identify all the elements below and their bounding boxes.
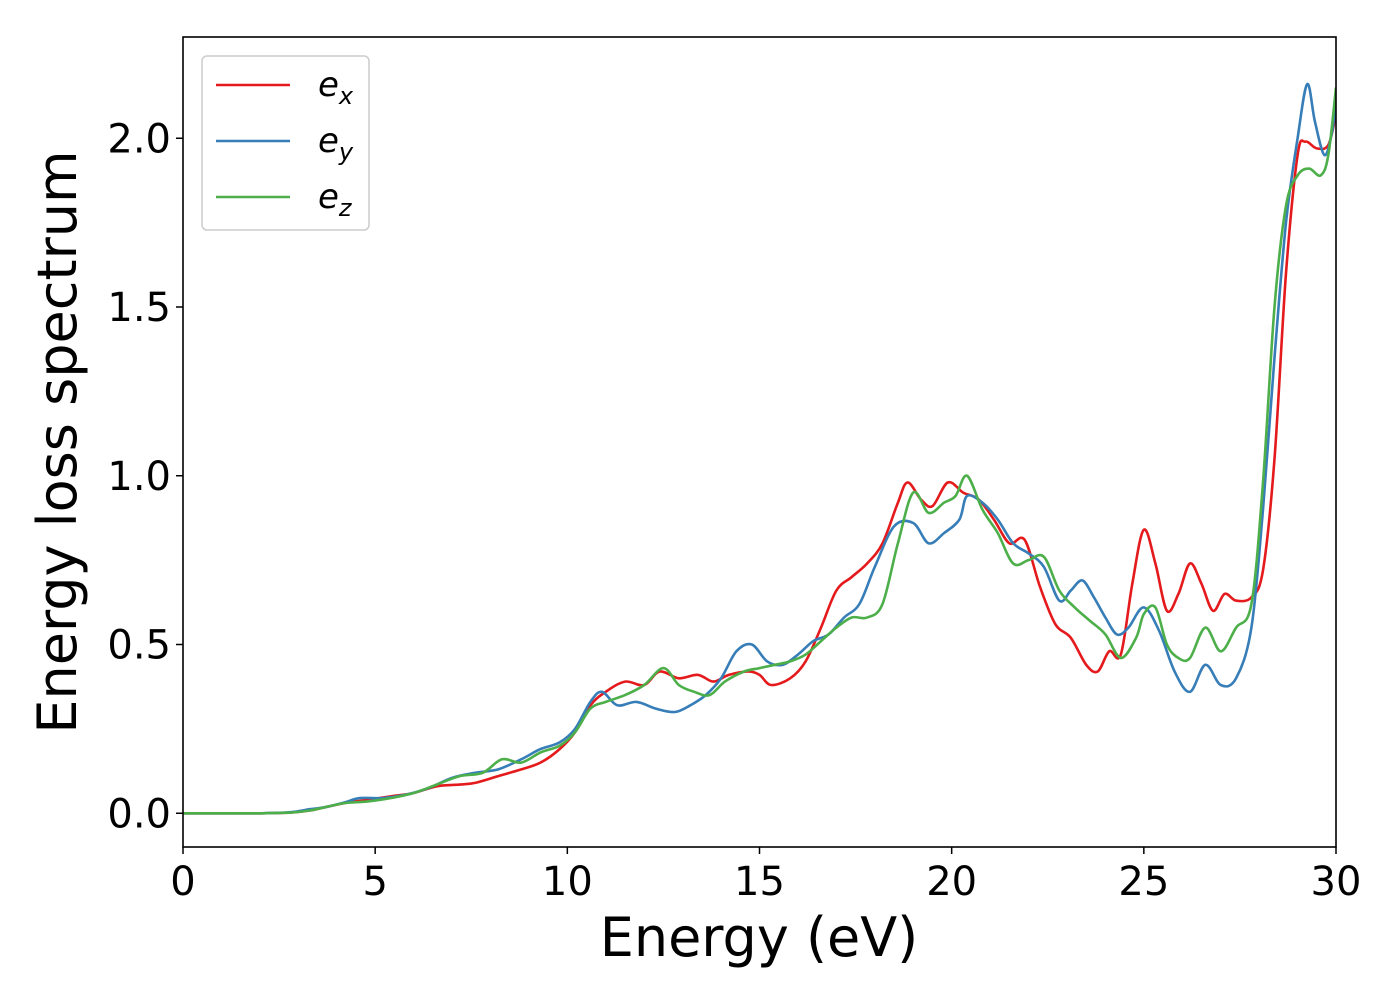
legend-box <box>201 55 370 231</box>
series-layer <box>183 82 1336 815</box>
y-tick-label: 1.0 <box>107 454 171 500</box>
x-tick-label: 15 <box>734 859 785 905</box>
x-tick-label: 5 <box>362 859 387 905</box>
x-tick-label: 10 <box>542 859 593 905</box>
y-tick-label: 0.0 <box>107 791 171 837</box>
x-tick-label: 0 <box>170 859 195 905</box>
y-tick-label: 0.5 <box>107 623 171 669</box>
x-axis-label: Energy (eV) <box>600 906 919 969</box>
series-line-z <box>183 87 1336 815</box>
series-line-y <box>183 82 1336 815</box>
series-line-x <box>183 114 1336 815</box>
y-tick-label: 2.0 <box>107 116 171 162</box>
x-tick-label: 30 <box>1311 859 1362 905</box>
y-axis-label: Energy loss spectrum <box>26 150 89 733</box>
plot-area <box>183 37 1336 847</box>
x-tick-label: 25 <box>1118 859 1169 905</box>
x-tick-label: 20 <box>926 859 977 905</box>
y-axis: 0.0 0.5 1.0 1.5 2.0 <box>107 116 183 837</box>
x-axis: 0 5 10 15 20 25 30 <box>170 847 1361 905</box>
y-tick-label: 1.5 <box>107 285 171 331</box>
